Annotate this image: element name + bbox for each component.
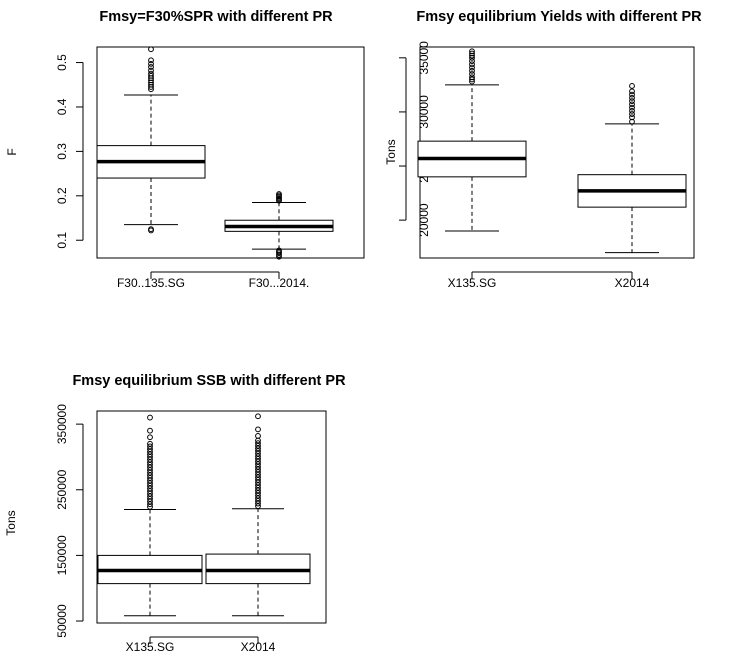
y-tick-label: 30000 — [417, 95, 431, 129]
plot-frame — [96, 410, 327, 624]
outlier-point — [148, 70, 154, 77]
outlier-point — [629, 91, 635, 98]
outlier-point — [629, 114, 635, 121]
y-tick-label: 35000 — [417, 41, 431, 75]
outlier-point — [147, 443, 153, 450]
x-tick-label: X2014 — [241, 640, 276, 654]
y-tick-label: 0.5 — [55, 54, 69, 71]
outlier-point — [469, 50, 475, 57]
outlier-point — [469, 76, 475, 83]
y-tick-label: 0.3 — [55, 143, 69, 160]
outlier-point — [629, 83, 635, 89]
outlier-point — [276, 247, 282, 254]
boxplot-panel-2: Fmsy equilibrium Yields with different P… — [384, 9, 702, 290]
box-2: F30...2014. — [224, 191, 334, 290]
outlier-point — [629, 98, 635, 105]
outlier-point — [255, 426, 261, 433]
outlier-point — [147, 414, 153, 421]
outlier-point — [148, 46, 154, 53]
outlier-point — [148, 57, 154, 64]
outlier-point — [469, 64, 475, 71]
outlier-point — [469, 74, 475, 81]
boxplot-panel-3: Fmsy equilibrium SSB with different PR To… — [4, 373, 346, 654]
box-2: X2014 — [577, 83, 687, 290]
x-tick-label: X135.SG — [448, 276, 497, 290]
x-tick-label: F30..135.SG — [117, 276, 185, 290]
outlier-point — [148, 60, 154, 67]
boxplot-panel-1: Fmsy=F30%SPR with different PR F 0.1 0.2 0.3… — [5, 9, 365, 290]
outlier-point — [148, 64, 154, 70]
outlier-point — [255, 433, 261, 439]
outlier-point — [629, 88, 635, 95]
x-tick-label: X2014 — [615, 276, 650, 290]
outlier-point — [629, 107, 635, 114]
y-axis-label: Tons — [384, 139, 398, 164]
box-1: X135.SG — [97, 414, 203, 654]
outlier-point — [469, 71, 475, 77]
outlier-point — [469, 48, 475, 55]
y-tick-label: 0.1 — [55, 232, 69, 249]
y-tick-label: 350000 — [55, 404, 69, 444]
chart-title: Fmsy equilibrium Yields with different P… — [416, 9, 702, 25]
outlier-point — [147, 427, 153, 434]
outlier-point — [147, 434, 153, 441]
y-axis-label: Tons — [4, 510, 18, 535]
outlier-point — [148, 67, 154, 74]
outlier-point — [629, 94, 635, 101]
outlier-point — [147, 440, 153, 447]
outlier-point — [629, 111, 635, 117]
y-tick-label: 0.2 — [55, 187, 69, 204]
outlier-point — [469, 67, 475, 74]
outlier-point — [629, 101, 635, 108]
box-1: X135.SG — [417, 48, 527, 290]
box-2: X2014 — [205, 413, 311, 654]
x-tick-label: F30...2014. — [249, 276, 310, 290]
outlier-point — [148, 72, 154, 79]
y-tick-label: 0.4 — [55, 98, 69, 115]
outlier-point — [276, 191, 282, 197]
y-tick-label: 150000 — [55, 535, 69, 575]
box-1: F30..135.SG — [96, 46, 206, 290]
outlier-point — [255, 413, 261, 420]
y-tick-label: 250000 — [55, 469, 69, 509]
y-tick-label: 50000 — [55, 604, 69, 638]
outlier-point — [469, 58, 475, 64]
chart-title: Fmsy=F30%SPR with different PR — [99, 9, 333, 25]
outlier-point — [629, 104, 635, 111]
outlier-point — [469, 61, 475, 68]
y-axis-label: F — [5, 148, 19, 155]
y-tick-label: 20000 — [417, 203, 431, 237]
outlier-point — [255, 440, 261, 447]
outlier-point — [148, 226, 154, 233]
chart-title: Fmsy equilibrium SSB with different PR — [72, 373, 346, 389]
x-tick-label: X135.SG — [126, 640, 175, 654]
